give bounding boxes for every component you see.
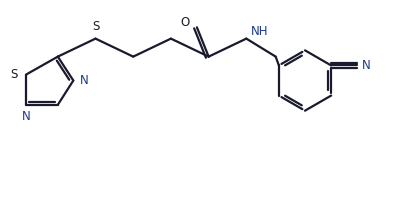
Text: S: S <box>92 20 99 33</box>
Text: N: N <box>80 74 89 87</box>
Text: NH: NH <box>251 25 269 37</box>
Text: N: N <box>21 110 30 123</box>
Text: S: S <box>11 68 18 81</box>
Text: N: N <box>362 59 371 72</box>
Text: O: O <box>181 16 190 29</box>
